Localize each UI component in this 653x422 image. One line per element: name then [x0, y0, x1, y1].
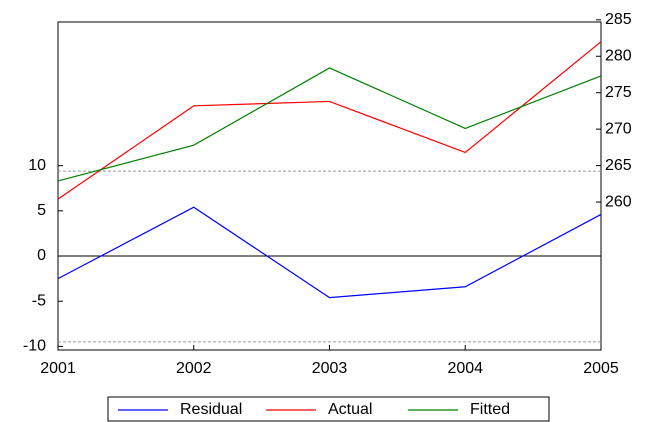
y-tick-label: -10: [23, 338, 46, 355]
y-tick-label: 5: [37, 202, 46, 219]
y2-tick-label: 275: [605, 84, 632, 101]
legend-box: [107, 396, 550, 422]
legend-label: Fitted: [470, 401, 510, 418]
x-tick-label: 2005: [583, 360, 619, 377]
legend-label: Actual: [328, 401, 372, 418]
y-tick-label: 10: [28, 157, 46, 174]
series-line: [57, 67, 602, 182]
x-tick-label: 2002: [176, 360, 212, 377]
y2-tick-label: 260: [605, 193, 632, 210]
y2-tick-label: 285: [605, 11, 632, 28]
x-tick-label: 2001: [40, 360, 76, 377]
y-tick-label: 0: [37, 247, 46, 264]
x-tick-label: 2004: [447, 360, 483, 377]
x-tick-label: 2003: [312, 360, 348, 377]
y2-tick-label: 265: [605, 157, 632, 174]
y-tick-label: -5: [32, 292, 46, 309]
y2-tick-label: 270: [605, 120, 632, 137]
plot-frame: [57, 21, 602, 351]
legend-label: Residual: [180, 401, 242, 418]
series-line: [57, 41, 602, 200]
y2-tick-label: 280: [605, 47, 632, 64]
series-line: [57, 206, 602, 299]
